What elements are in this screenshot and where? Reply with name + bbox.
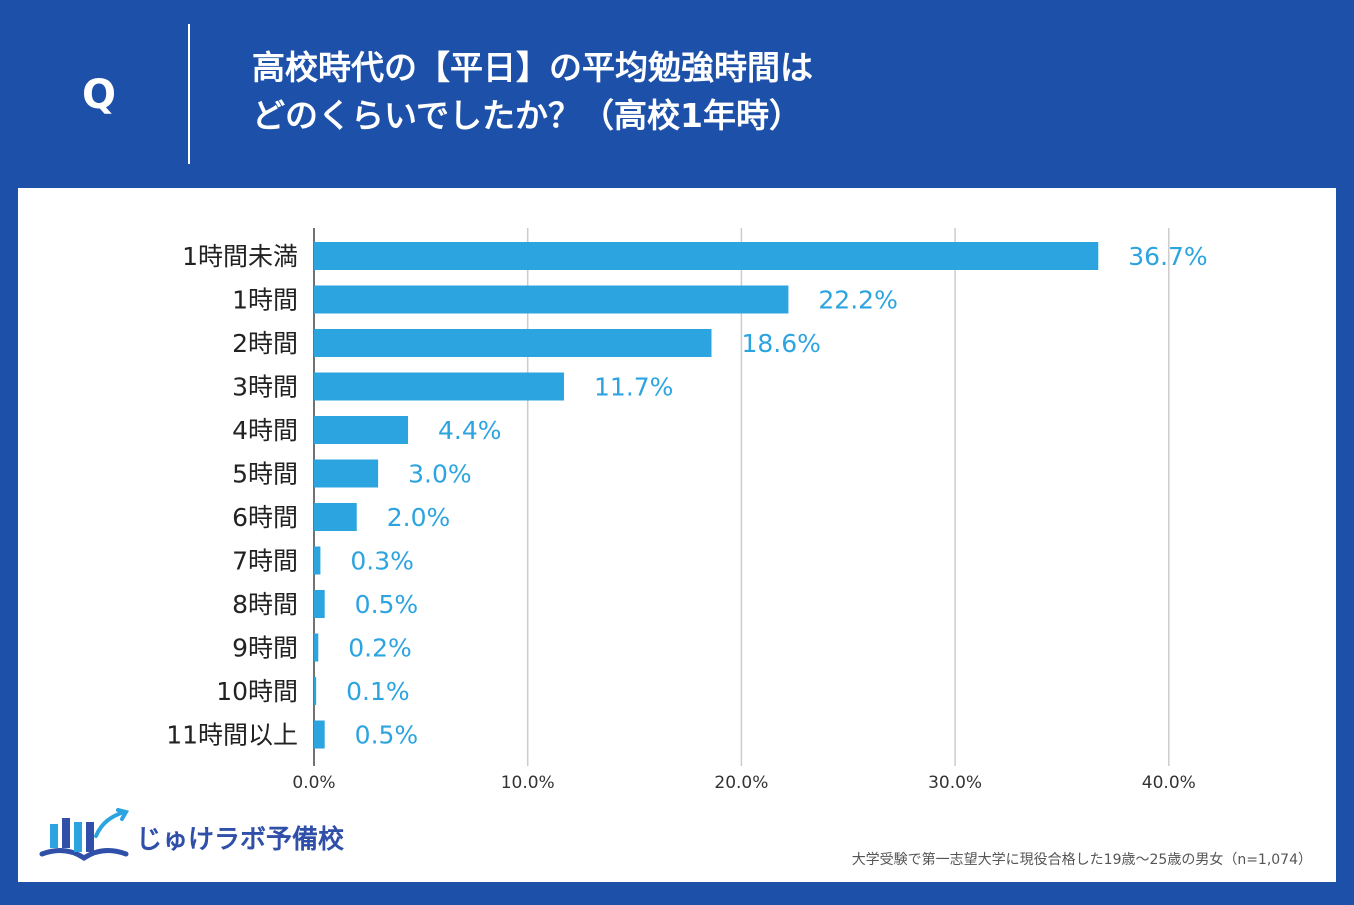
question-title-line-1: 高校時代の【平日】の平均勉強時間は xyxy=(252,48,813,87)
chart-panel: 0.0% 10.0% 20.0% 30.0% 40.0% 1時間未満 36.7% 1時間 22.… xyxy=(18,188,1336,882)
category-label: 7時間 xyxy=(232,547,298,576)
value-label: 36.7% xyxy=(1128,242,1207,271)
value-label: 22.2% xyxy=(818,286,897,315)
header: Q 高校時代の【平日】の平均勉強時間は どのくらいでしたか？（高校1年時） xyxy=(0,0,1354,188)
bar xyxy=(314,677,317,705)
bar xyxy=(314,633,319,662)
bar xyxy=(314,546,321,575)
x-tick-label: 20.0% xyxy=(714,773,768,793)
category-label: 11時間以上 xyxy=(166,721,298,750)
x-tick-label: 40.0% xyxy=(1142,773,1196,793)
brand-logo: じゅけラボ予備校 xyxy=(38,808,344,866)
value-label: 0.2% xyxy=(348,634,412,663)
value-label: 0.5% xyxy=(355,721,419,750)
x-tick-label: 30.0% xyxy=(928,773,982,793)
question-title-line-2: どのくらいでしたか？（高校1年時） xyxy=(252,96,802,135)
bar xyxy=(314,720,325,749)
x-tick-label: 10.0% xyxy=(501,773,555,793)
x-tick-label: 0.0% xyxy=(292,773,335,793)
open-book-icon xyxy=(39,808,130,862)
value-label: 11.7% xyxy=(594,373,673,402)
question-mark: Q xyxy=(82,72,117,118)
category-label: 9時間 xyxy=(232,634,298,663)
header-divider xyxy=(188,24,190,164)
logo-text: じゅけラボ予備校 xyxy=(136,824,345,855)
bar xyxy=(314,503,357,531)
value-label: 18.6% xyxy=(741,329,820,358)
value-label: 0.1% xyxy=(346,677,410,706)
bar xyxy=(314,329,712,357)
value-label: 2.0% xyxy=(387,503,451,532)
category-label: 3時間 xyxy=(232,373,298,402)
value-label: 0.3% xyxy=(350,547,414,576)
bar xyxy=(314,459,379,488)
category-label: 10時間 xyxy=(216,677,298,706)
question-title: 高校時代の【平日】の平均勉強時間は どのくらいでしたか？（高校1年時） xyxy=(252,44,813,140)
bar xyxy=(314,242,1099,270)
value-label: 0.5% xyxy=(355,590,419,619)
footnote: 大学受験で第一志望大学に現役合格した19歳～25歳の男女（n=1,074） xyxy=(851,852,1312,868)
category-label: 1時間未満 xyxy=(182,242,298,271)
category-label: 1時間 xyxy=(232,286,298,315)
bar xyxy=(314,416,409,444)
category-label: 6時間 xyxy=(232,503,298,532)
bar xyxy=(314,590,325,618)
value-label: 4.4% xyxy=(438,416,502,445)
bar xyxy=(314,372,565,401)
category-label: 8時間 xyxy=(232,590,298,619)
bar-chart: 0.0% 10.0% 20.0% 30.0% 40.0% 1時間未満 36.7% 1時間 22.… xyxy=(166,228,1208,793)
category-label: 2時間 xyxy=(232,329,298,358)
value-label: 3.0% xyxy=(408,460,472,489)
category-label: 4時間 xyxy=(232,416,298,445)
category-label: 5時間 xyxy=(232,460,298,489)
bar xyxy=(314,285,789,314)
